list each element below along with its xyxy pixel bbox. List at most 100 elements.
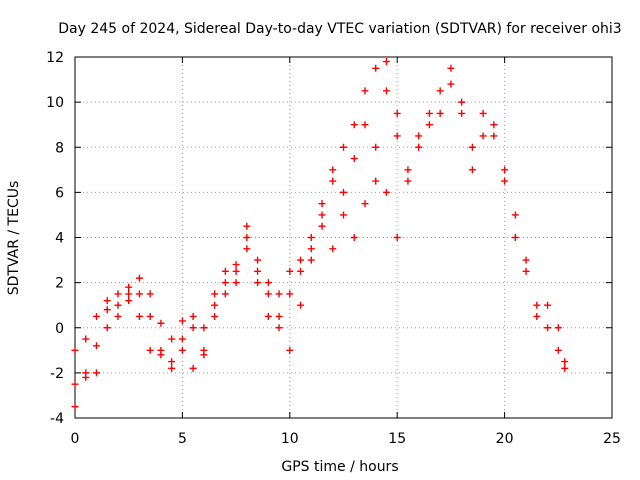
data-point: [135, 312, 143, 320]
data-point: [340, 211, 347, 219]
data-point: [211, 312, 219, 320]
data-point: [82, 335, 90, 343]
data-point: [114, 312, 122, 320]
data-point: [436, 87, 444, 95]
data-point: [275, 312, 283, 320]
x-tick-label: 5: [178, 431, 187, 447]
y-tick-label: 12: [46, 50, 64, 66]
data-point: [490, 121, 498, 129]
data-point: [404, 166, 412, 174]
data-point: [393, 109, 401, 117]
data-point: [103, 306, 111, 314]
data-point: [243, 222, 251, 230]
data-point: [125, 283, 133, 291]
data-point: [157, 351, 165, 359]
data-point: [200, 324, 208, 332]
y-tick-label: 4: [55, 231, 64, 247]
y-axis-label: SDTVAR / TECUs: [6, 181, 22, 296]
data-point: [178, 346, 186, 354]
data-point: [522, 267, 530, 275]
y-tick-label: 8: [55, 140, 64, 156]
data-point: [307, 234, 315, 241]
data-point: [318, 200, 326, 208]
data-point: [479, 109, 487, 117]
data-point: [350, 155, 358, 163]
data-point: [125, 297, 133, 305]
data-point: [329, 166, 337, 174]
data-point: [114, 301, 122, 309]
data-point: [393, 132, 401, 140]
data-point: [232, 261, 240, 269]
data-point: [458, 98, 466, 106]
data-point: [264, 290, 272, 298]
data-point: [533, 301, 541, 309]
data-point: [425, 121, 433, 129]
data-point: [211, 290, 219, 298]
data-point: [189, 312, 197, 320]
data-point: [501, 166, 509, 174]
data-point: [232, 267, 240, 275]
data-point: [425, 109, 433, 117]
data-point: [297, 267, 305, 275]
data-point: [468, 143, 476, 151]
y-tick-label: 0: [55, 321, 64, 337]
data-point: [554, 324, 562, 332]
data-point: [372, 177, 380, 185]
data-point: [232, 279, 240, 287]
data-point: [382, 87, 390, 95]
data-point: [275, 324, 283, 332]
x-tick-label: 25: [603, 431, 621, 447]
data-point: [297, 256, 305, 264]
data-point: [178, 335, 186, 343]
data-point: [243, 245, 251, 253]
data-point: [264, 312, 272, 320]
data-point: [243, 234, 251, 241]
data-point: [479, 132, 487, 140]
data-point: [168, 364, 176, 372]
data-point: [275, 290, 283, 298]
data-point: [254, 256, 262, 264]
data-point: [221, 279, 229, 287]
chart-title: Day 245 of 2024, Sidereal Day-to-day VTE…: [58, 21, 621, 37]
data-point: [146, 290, 154, 298]
data-point: [511, 234, 519, 241]
data-point: [415, 132, 423, 140]
x-tick-label: 0: [71, 431, 80, 447]
data-point: [221, 267, 229, 275]
data-point: [361, 121, 369, 129]
data-point: [340, 188, 347, 196]
data-point: [103, 324, 111, 332]
data-point: [157, 319, 165, 327]
data-point: [458, 109, 466, 117]
data-point: [436, 109, 444, 117]
data-point: [125, 290, 133, 298]
x-tick-label: 10: [281, 431, 299, 447]
data-point: [168, 358, 176, 366]
data-point: [307, 256, 315, 264]
data-point: [71, 403, 79, 411]
data-point: [554, 346, 562, 354]
data-point: [522, 256, 530, 264]
data-points: [71, 58, 569, 411]
series-trace-3: [71, 177, 401, 411]
data-point: [329, 245, 337, 253]
data-point: [361, 200, 369, 208]
data-point: [372, 143, 380, 151]
data-point: [286, 267, 294, 275]
y-tick-label: 2: [55, 276, 64, 292]
x-tick-label: 20: [496, 431, 514, 447]
data-point: [92, 369, 100, 377]
data-point: [511, 211, 519, 219]
data-point: [447, 64, 455, 72]
data-point: [221, 290, 229, 298]
data-point: [135, 290, 143, 298]
data-point: [200, 346, 208, 354]
data-point: [544, 301, 552, 309]
data-point: [561, 358, 569, 366]
data-point: [490, 132, 498, 140]
data-point: [561, 364, 569, 372]
series-trace-1: [71, 58, 569, 372]
series-trace-2: [71, 80, 569, 388]
data-point: [329, 177, 337, 185]
data-point: [372, 64, 380, 72]
